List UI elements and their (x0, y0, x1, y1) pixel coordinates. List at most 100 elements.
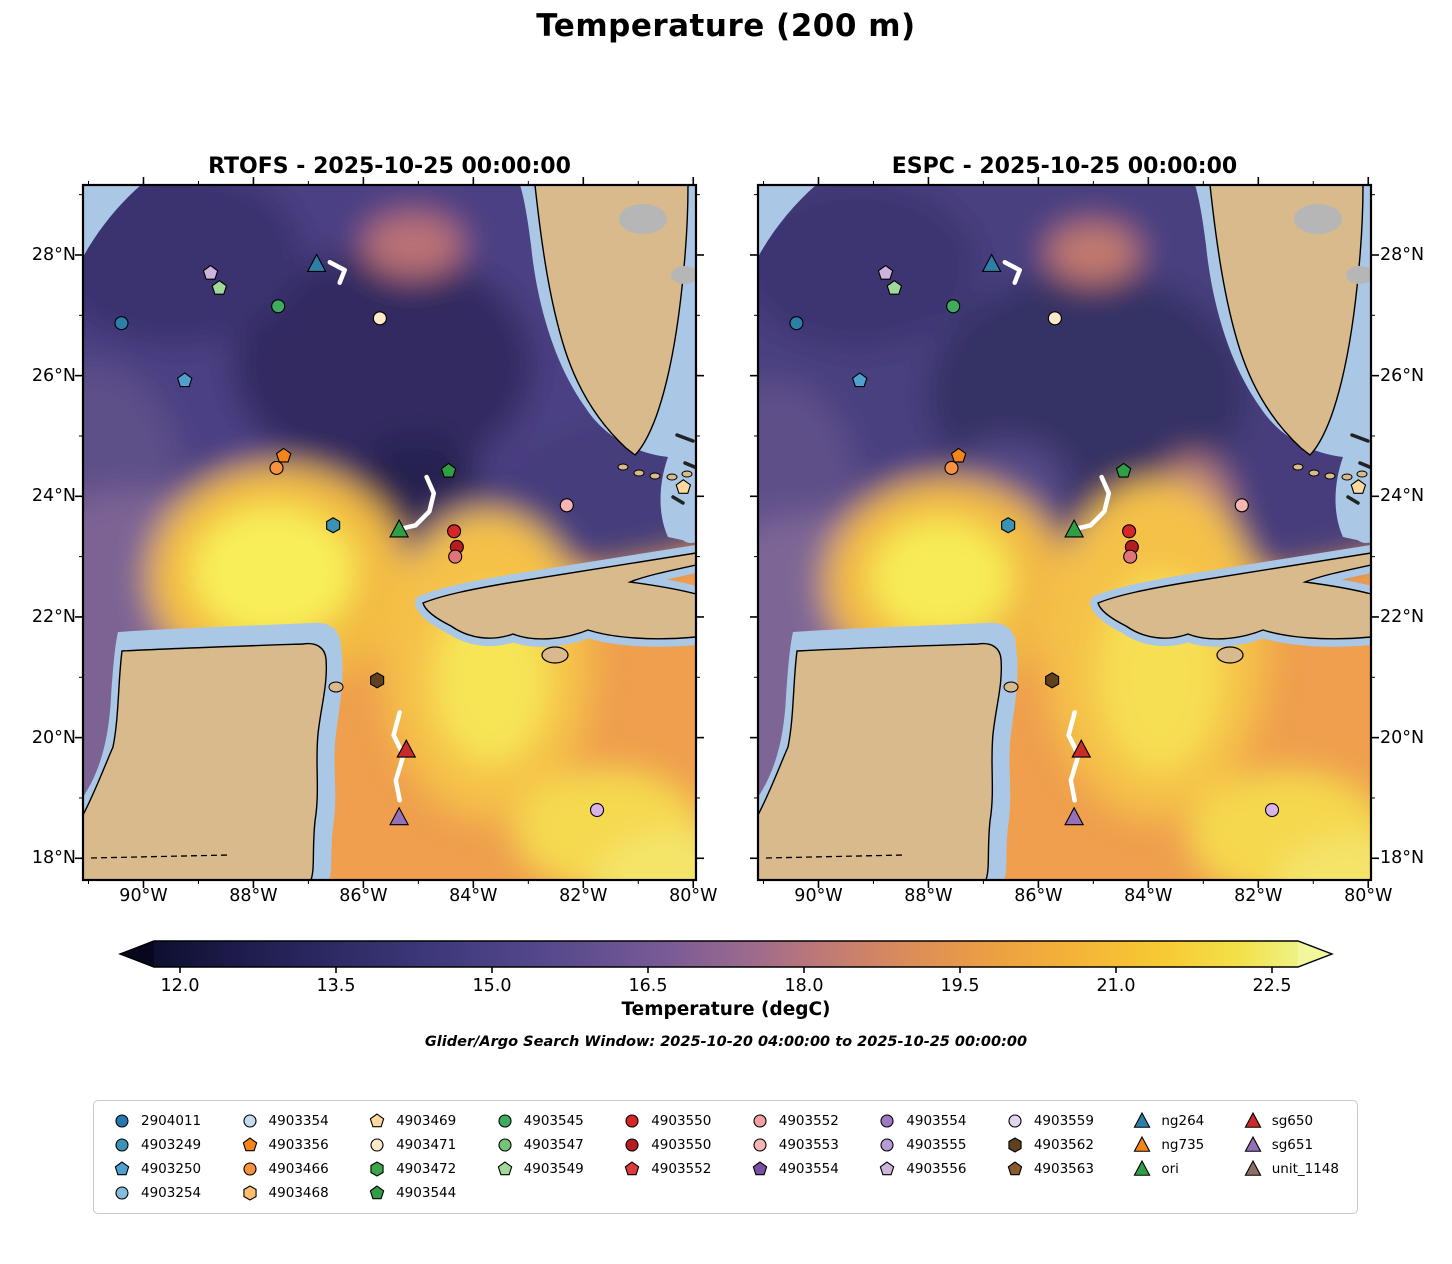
triangle-legend-marker-icon (1133, 1160, 1151, 1176)
circle-marker (1122, 524, 1137, 539)
pentagon-marker (851, 372, 868, 388)
hexagon-marker (1045, 672, 1060, 689)
legend-entry: 4903544 (367, 1181, 456, 1205)
circle-legend-marker-icon (880, 1138, 894, 1152)
circle-legend-marker-icon (370, 1138, 384, 1152)
circle-legend-marker-icon (625, 1138, 639, 1152)
legend: 2904011 4903249 4903250 4903254 4903354 49033… (93, 1100, 1358, 1214)
lat-tick-label: 22°N (31, 606, 76, 627)
lon-tick-label: 86°W (339, 886, 388, 906)
hexagon-marker (370, 1161, 384, 1177)
pentagon-marker (369, 1113, 385, 1128)
legend-column: sg650 sg651 unit_1148 (1243, 1109, 1339, 1181)
triangle-marker (1064, 806, 1085, 826)
colorbar-tick-label: 12.0 (160, 976, 200, 996)
lon-tick-label: 90°W (119, 886, 168, 906)
triangle-marker (389, 518, 410, 538)
legend-entry: 4903552 (750, 1109, 839, 1133)
legend-entry-label: 4903354 (268, 1113, 329, 1129)
pentagon-marker (1350, 479, 1367, 494)
hexagon-legend-marker-icon (1008, 1137, 1022, 1153)
circle-marker (753, 1138, 767, 1152)
legend-entry-label: sg650 (1271, 1113, 1314, 1129)
pentagon-marker (369, 1185, 385, 1200)
pentagon-marker (114, 1161, 130, 1176)
legend-entry: 4903556 (877, 1157, 966, 1181)
legend-entry-label: 4903469 (396, 1113, 457, 1129)
legend-column: 4903469 4903471 4903472 4903544 (367, 1109, 456, 1205)
pentagon-legend-marker-icon (242, 1137, 257, 1152)
lat-tick-label: 28°N (31, 244, 76, 265)
map-canvas (75, 177, 704, 888)
legend-entry-label: 4903562 (1033, 1137, 1094, 1153)
lat-tick-label: 18°N (31, 848, 76, 869)
hexagon-legend-marker-icon (242, 1185, 257, 1201)
lon-tick-label: 88°W (904, 886, 953, 906)
pentagon-legend-marker-icon (624, 1161, 640, 1176)
legend-entry: 4903562 (1005, 1133, 1094, 1157)
circle-legend-marker-icon (115, 1186, 129, 1200)
circle-legend-marker-icon (498, 1114, 512, 1128)
triangle-marker (1244, 1136, 1262, 1152)
legend-entry-label: ori (1161, 1161, 1179, 1177)
colorbar-tick-label: 15.0 (472, 976, 512, 996)
pentagon-marker (1115, 462, 1132, 478)
legend-entry-label: 4903545 (523, 1113, 584, 1129)
lon-tick-label: 90°W (794, 886, 843, 906)
circle-marker (370, 1138, 384, 1152)
pentagon-marker (440, 462, 457, 478)
legend-entry: ng735 (1132, 1133, 1204, 1157)
circle-marker (946, 299, 961, 314)
circle-legend-marker-icon (1008, 1114, 1022, 1128)
legend-entry: sg651 (1243, 1133, 1339, 1157)
pentagon-marker (675, 479, 692, 494)
pentagon-legend-marker-icon (497, 1161, 512, 1176)
legend-entry: 4903550 (622, 1133, 711, 1157)
legend-entry-label: ng735 (1161, 1137, 1205, 1153)
map-rtofs (75, 177, 704, 888)
colorbar-tick-label: 16.5 (628, 976, 668, 996)
legend-entry-label: 4903468 (268, 1185, 329, 1201)
lat-tick-label: 24°N (1380, 486, 1425, 507)
legend-column: 4903354 4903356 4903466 4903468 (240, 1109, 329, 1205)
circle-marker (1047, 311, 1062, 326)
panel-title-espc: ESPC - 2025-10-25 00:00:00 (891, 154, 1238, 179)
triangle-marker (1071, 739, 1092, 758)
lat-tick-label: 24°N (31, 486, 76, 507)
triangle-legend-marker-icon (1133, 1136, 1151, 1152)
lat-tick-label: 18°N (1380, 848, 1425, 869)
pentagon-marker (879, 1161, 895, 1176)
triangle-legend-marker-icon (1244, 1136, 1262, 1152)
triangle-legend-marker-icon (1133, 1112, 1151, 1128)
legend-entry: 4903554 (750, 1157, 839, 1181)
lon-tick-label: 82°W (1234, 886, 1283, 906)
hexagon-marker (326, 517, 341, 534)
legend-entry: 4903469 (367, 1109, 456, 1133)
triangle-marker (1244, 1160, 1262, 1176)
legend-entry-label: 4903544 (396, 1185, 457, 1201)
legend-entry-label: 4903554 (778, 1161, 839, 1177)
legend-column: 4903545 4903547 4903549 (495, 1109, 584, 1181)
pentagon-legend-marker-icon (369, 1113, 385, 1128)
legend-entry: 4903554 (877, 1109, 966, 1133)
legend-entry-label: 4903554 (906, 1113, 967, 1129)
legend-entry-label: sg651 (1271, 1137, 1314, 1153)
legend-entry: 4903249 (112, 1133, 201, 1157)
colorbar (118, 940, 1334, 973)
colorbar-tick-label: 22.5 (1252, 976, 1292, 996)
pentagon-legend-marker-icon (752, 1161, 768, 1176)
legend-entry: 4903356 (240, 1133, 329, 1157)
legend-entry: 4903472 (367, 1157, 456, 1181)
circle-marker (944, 460, 959, 475)
circle-marker (447, 524, 462, 539)
panel-title-rtofs: RTOFS - 2025-10-25 00:00:00 (208, 154, 571, 179)
legend-entry-label: 4903550 (651, 1113, 712, 1129)
glider-track (1002, 259, 1022, 285)
pentagon-marker (242, 1137, 257, 1152)
circle-marker (269, 460, 284, 475)
search-window-caption: Glider/Argo Search Window: 2025-10-20 04… (424, 1034, 1028, 1050)
circle-legend-marker-icon (115, 1114, 129, 1128)
triangle-marker (396, 739, 417, 758)
glider-track (1075, 474, 1112, 531)
